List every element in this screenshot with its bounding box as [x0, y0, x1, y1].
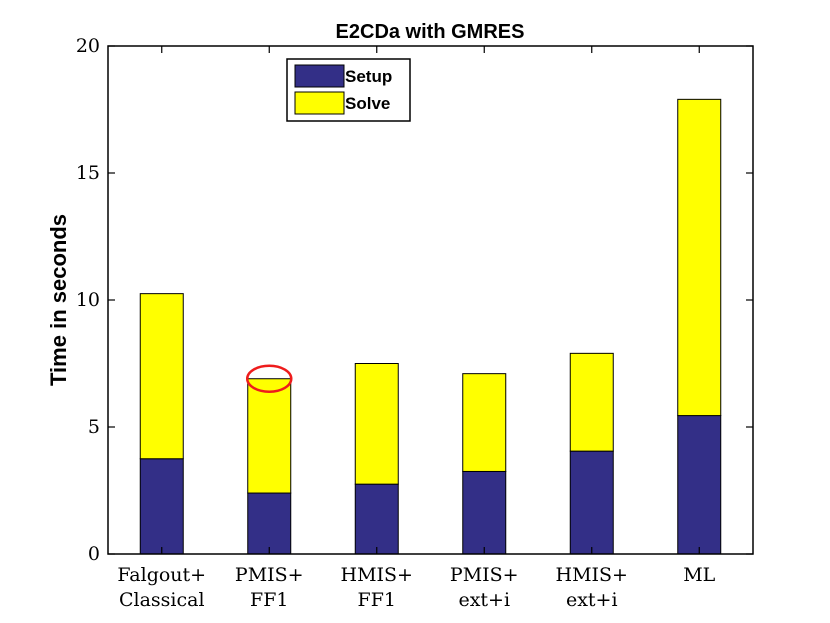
x-tick-label-0-0: Falgout+ — [117, 564, 206, 586]
bar-setup-3 — [462, 470, 507, 555]
bar-setup-5 — [677, 415, 722, 555]
x-tick-label-1-1: FF1 — [250, 589, 288, 611]
y-axis-label: Time in seconds — [46, 214, 71, 386]
bar-solve-4 — [569, 352, 614, 452]
bar-solve-2 — [354, 363, 399, 485]
annotations-group — [246, 364, 293, 393]
bars-group — [139, 98, 722, 555]
x-tick-label-3-1: ext+i — [458, 589, 510, 611]
bar-setup-1 — [247, 492, 292, 555]
x-tick-label-2-1: FF1 — [358, 589, 396, 611]
bar-solve-1 — [247, 378, 292, 494]
axes-group: 0 5 10 15 20 Falgout+ Classical PMIS+ FF1 HMIS+ FF… — [76, 35, 753, 611]
x-tick-label-1-0: PMIS+ — [235, 564, 304, 586]
y-tick-label-1: 5 — [88, 416, 100, 438]
y-tick-label-4: 20 — [76, 35, 100, 57]
y-tick-label-2: 10 — [76, 289, 100, 311]
legend-label-setup: Setup — [345, 67, 392, 86]
chart-title: E2CDa with GMRES — [336, 21, 525, 43]
legend-swatch-setup — [294, 64, 345, 88]
legend-swatch-solve — [294, 91, 345, 115]
legend-label-solve: Solve — [345, 94, 390, 113]
bar-setup-2 — [354, 483, 399, 555]
x-tick-label-4-0: HMIS+ — [556, 564, 628, 586]
x-tick-label-3-0: PMIS+ — [450, 564, 519, 586]
bar-setup-0 — [139, 458, 184, 555]
x-tick-label-4-1: ext+i — [566, 589, 618, 611]
x-tick-label-2-0: HMIS+ — [341, 564, 413, 586]
y-tick-label-3: 15 — [76, 162, 100, 184]
x-tick-label-5-0: ML — [683, 564, 715, 586]
legend: Setup Solve — [286, 58, 411, 122]
y-tick-label-0: 0 — [88, 543, 100, 565]
bar-solve-0 — [139, 293, 184, 460]
bar-setup-4 — [569, 450, 614, 555]
highlight-ellipse-0 — [246, 364, 293, 393]
bar-solve-5 — [677, 98, 722, 417]
bar-solve-3 — [462, 373, 507, 472]
plot-frame — [107, 45, 754, 555]
x-tick-label-0-1: Classical — [119, 589, 205, 611]
